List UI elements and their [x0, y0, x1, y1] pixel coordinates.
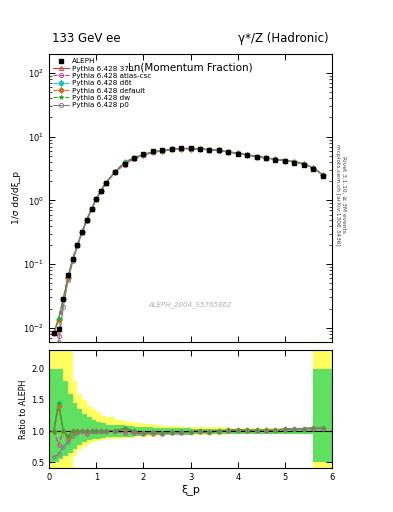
Text: Ln(Momentum Fraction): Ln(Momentum Fraction): [128, 62, 253, 72]
Text: γ*/Z (Hadronic): γ*/Z (Hadronic): [238, 32, 328, 45]
Y-axis label: Ratio to ALEPH: Ratio to ALEPH: [19, 379, 28, 439]
Y-axis label: 1/σ dσ/dξ_p: 1/σ dσ/dξ_p: [12, 172, 21, 224]
X-axis label: ξ_p: ξ_p: [181, 484, 200, 495]
Text: Rivet 3.1.10, ≥ 3M events: Rivet 3.1.10, ≥ 3M events: [342, 156, 346, 233]
Text: mcplots.cern.ch [arXiv:1306.3436]: mcplots.cern.ch [arXiv:1306.3436]: [336, 144, 340, 245]
Legend: ALEPH, Pythia 6.428 370, Pythia 6.428 atlas-csc, Pythia 6.428 d6t, Pythia 6.428 : ALEPH, Pythia 6.428 370, Pythia 6.428 at…: [51, 56, 154, 111]
Text: ALEPH_2004_S5765862: ALEPH_2004_S5765862: [149, 301, 232, 308]
Text: 133 GeV ee: 133 GeV ee: [52, 32, 121, 45]
